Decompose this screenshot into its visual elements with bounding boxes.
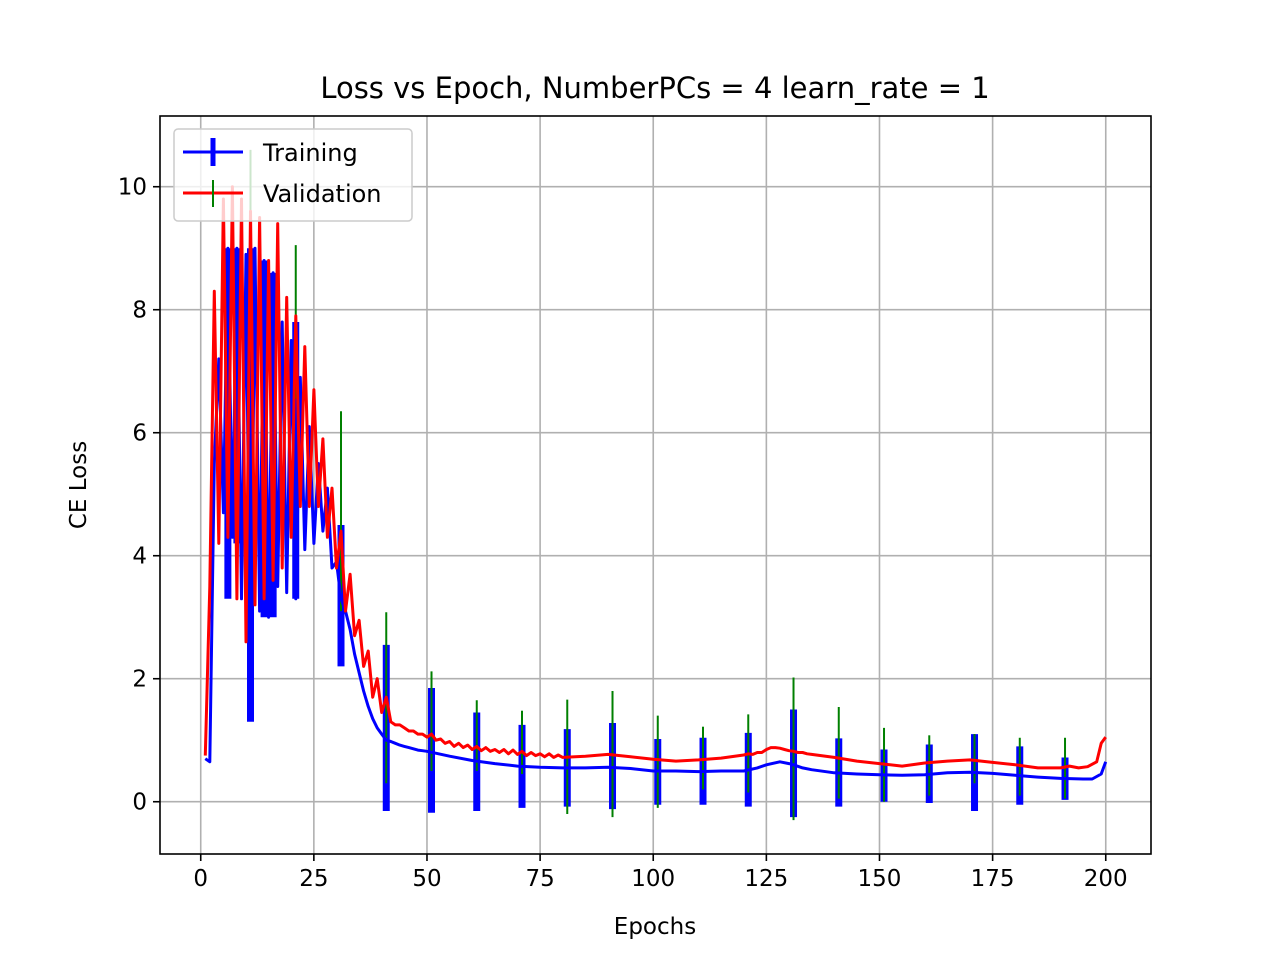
legend: Training Validation [173,128,413,222]
y-axis: 0 2 4 6 8 10 [118,175,160,816]
x-axis-label: Epochs [614,914,696,940]
y-tick-label: 10 [118,175,147,201]
y-tick-label: 4 [132,544,147,570]
x-tick-label: 175 [971,866,1015,892]
x-tick-label: 75 [525,866,554,892]
plot-frame [159,115,1152,855]
y-tick-label: 2 [132,667,147,693]
legend-item-training: Training [183,138,358,167]
error-bars [224,149,1069,821]
x-axis: 0 25 50 75 100 125 150 175 200 [193,854,1128,892]
legend-item-validation: Validation [183,180,382,208]
training-line [204,246,1108,781]
x-tick-label: 100 [631,866,675,892]
legend-label-training: Training [262,139,358,167]
chart-title: Loss vs Epoch, NumberPCs = 4 learn_rate … [320,71,989,105]
y-axis-label: CE Loss [66,441,92,529]
x-tick-label: 200 [1084,866,1128,892]
x-tick-label: 125 [744,866,788,892]
series-lines [203,185,1108,781]
x-tick-label: 150 [858,866,902,892]
y-tick-label: 6 [132,421,147,447]
x-tick-label: 0 [193,866,208,892]
validation-line [203,185,1107,770]
x-tick-label: 50 [412,866,441,892]
grid [160,116,1151,854]
y-tick-label: 8 [132,298,147,324]
legend-label-validation: Validation [263,180,382,208]
y-tick-label: 0 [132,790,147,816]
x-tick-label: 25 [299,866,328,892]
